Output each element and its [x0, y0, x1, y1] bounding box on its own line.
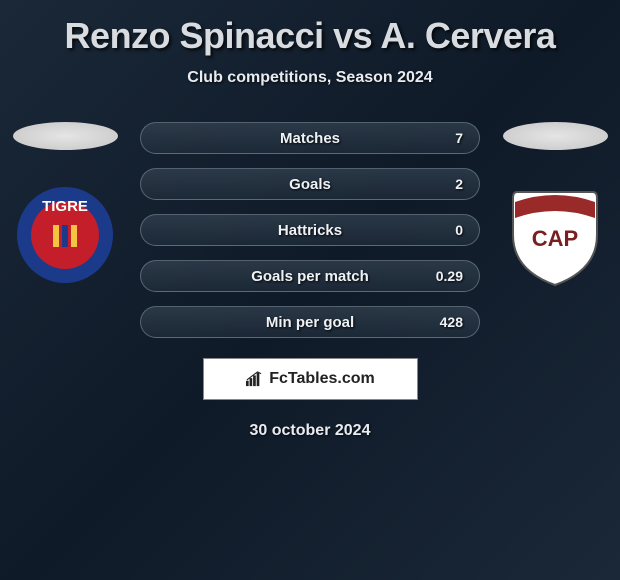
stat-label: Hattricks: [278, 222, 342, 239]
stat-label: Goals per match: [251, 268, 369, 285]
cap-badge: CAP: [505, 185, 605, 285]
chart-icon: [245, 371, 263, 387]
player-right-silhouette: [503, 122, 608, 150]
stat-label: Min per goal: [266, 314, 354, 331]
stat-row: Hattricks 0: [140, 214, 480, 246]
stat-label: Matches: [280, 130, 340, 147]
stat-row: Matches 7: [140, 122, 480, 154]
tigre-badge: TIGRE: [15, 185, 115, 285]
stat-bars: Matches 7 Goals 2 Hattricks 0 Goals per …: [140, 122, 480, 338]
page-title: Renzo Spinacci vs A. Cervera: [65, 15, 556, 57]
stat-label: Goals: [289, 176, 331, 193]
stat-row: Goals 2: [140, 168, 480, 200]
stat-row: Goals per match 0.29: [140, 260, 480, 292]
stat-value-right: 7: [433, 130, 463, 146]
date-text: 30 october 2024: [250, 422, 371, 440]
brand-text: FcTables.com: [269, 370, 375, 388]
player-left-col: TIGRE: [10, 122, 120, 285]
player-left-silhouette: [13, 122, 118, 150]
svg-text:CAP: CAP: [532, 226, 578, 251]
stat-value-right: 428: [433, 314, 463, 330]
stat-value-right: 0: [433, 222, 463, 238]
stat-row: Min per goal 428: [140, 306, 480, 338]
svg-text:TIGRE: TIGRE: [42, 198, 88, 215]
stats-area: TIGRE Matches 7 Goals 2 Hattricks: [0, 122, 620, 338]
brand-box: FcTables.com: [203, 358, 418, 400]
page-subtitle: Club competitions, Season 2024: [187, 69, 432, 87]
stat-value-right: 0.29: [433, 268, 463, 284]
player-right-col: CAP: [500, 122, 610, 285]
stat-value-right: 2: [433, 176, 463, 192]
